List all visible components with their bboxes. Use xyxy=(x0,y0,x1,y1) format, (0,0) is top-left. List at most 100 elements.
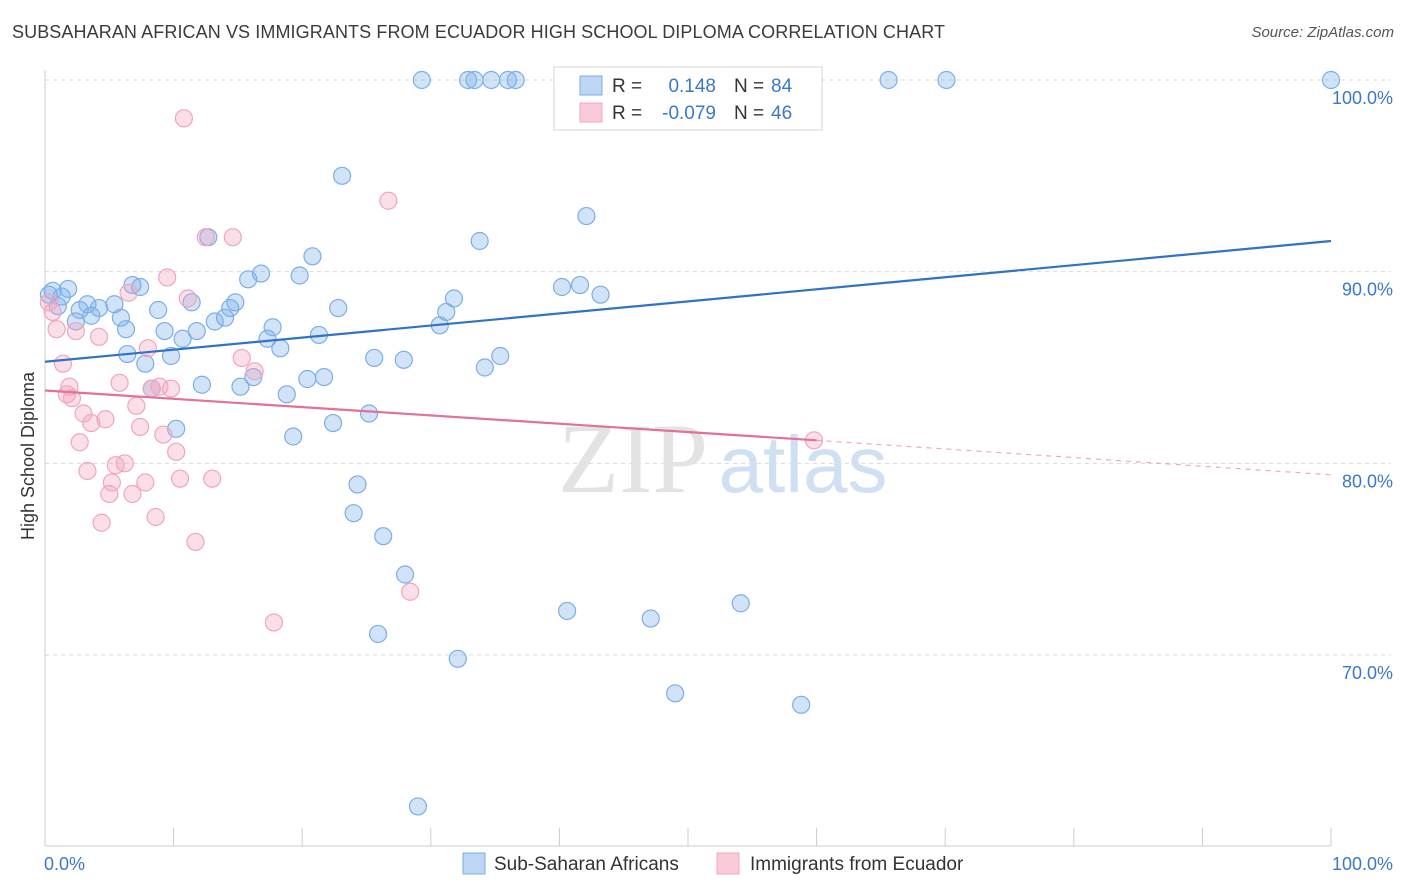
sub-saharan-point-80 xyxy=(792,695,811,714)
x-tick-label-max: 100.0% xyxy=(1332,854,1393,874)
y-tick-label-80: 80.0% xyxy=(1342,471,1393,491)
ecuador-point-28 xyxy=(150,377,169,396)
chart-title: SUBSAHARAN AFRICAN VS IMMIGRANTS FROM EC… xyxy=(12,22,946,42)
stats-legend: R = 0.148 N = 84 R = -0.079 N = 46 xyxy=(553,66,823,131)
sub-saharan-point-2 xyxy=(48,297,67,316)
sub-saharan-point-47 xyxy=(332,166,352,185)
ecuador-point-43 xyxy=(379,191,398,210)
sub-saharan-point-15 xyxy=(131,277,150,297)
sub-saharan-point-46 xyxy=(329,298,348,318)
sub-saharan-point-70 xyxy=(552,277,572,297)
sub-saharan-point-57 xyxy=(412,70,431,90)
ecuador-point-39 xyxy=(223,228,242,247)
sub-saharan-point-40 xyxy=(290,266,309,285)
y-axis-tick-labels: 70.0% 80.0% 90.0% 100.0% xyxy=(1332,88,1393,683)
sub-saharan-point-34 xyxy=(251,264,271,283)
ecuador-point-31 xyxy=(161,379,181,398)
sub-saharan-point-82 xyxy=(937,70,956,90)
trend-lines xyxy=(44,239,1332,476)
sub-saharan-point-29 xyxy=(221,298,240,318)
sub-saharan-point-7 xyxy=(78,295,97,314)
sub-saharan-point-8 xyxy=(82,306,101,325)
sub-saharan-point-51 xyxy=(365,348,384,368)
sub-saharan-point-68 xyxy=(498,70,518,90)
sub-saharan-point-63 xyxy=(465,70,484,90)
ecuador-point-12 xyxy=(89,327,109,346)
sub-saharan-point-19 xyxy=(155,321,174,341)
sub-saharan-point-79 xyxy=(731,594,750,613)
ecuador-point-23 xyxy=(131,417,150,437)
sub-saharan-point-39 xyxy=(284,427,303,446)
sub-saharan-point-22 xyxy=(173,329,192,348)
sub-saharan-point-52 xyxy=(368,624,388,644)
sub-saharan-point-18 xyxy=(149,300,168,320)
ecuador-point-7 xyxy=(66,321,85,341)
sub-saharan-point-41 xyxy=(298,369,317,389)
ecuador-point-13 xyxy=(92,513,111,532)
sub-saharan-point-60 xyxy=(444,289,464,308)
series-legend: Sub-Saharan Africans Immigrants from Ecu… xyxy=(462,852,964,875)
sub-saharan-point-62 xyxy=(458,70,478,90)
legend-r-label-pink: R = xyxy=(612,103,642,124)
legend-swatch-pink xyxy=(579,102,603,123)
series-immigrants-from-ecuador xyxy=(39,109,824,632)
ecuador-point-22 xyxy=(127,396,146,415)
sub-saharan-point-76 xyxy=(641,609,660,628)
ecuador-point-2 xyxy=(47,320,66,339)
trend-line-ecuador xyxy=(44,389,817,442)
legend-r-label-blue: R = xyxy=(612,76,642,97)
sub-saharan-point-36 xyxy=(263,318,282,337)
legend-r-value-blue: 0.148 xyxy=(668,76,716,97)
ecuador-point-9 xyxy=(74,404,93,423)
sub-saharan-point-56 xyxy=(408,797,428,816)
sub-saharan-point-49 xyxy=(348,475,367,494)
sub-saharan-point-16 xyxy=(136,354,155,373)
sub-saharan-point-24 xyxy=(187,321,206,341)
source-label: Source: ZipAtlas.com xyxy=(1251,24,1394,41)
sub-saharan-point-74 xyxy=(591,285,610,304)
sub-saharan-point-77 xyxy=(666,684,685,703)
ecuador-point-35 xyxy=(178,289,197,308)
sub-saharan-point-64 xyxy=(470,231,489,251)
sub-saharan-point-59 xyxy=(437,302,456,322)
sub-saharan-point-71 xyxy=(558,601,577,621)
ecuador-point-38 xyxy=(203,469,222,488)
sub-saharan-point-66 xyxy=(482,70,501,90)
ecuador-point-8 xyxy=(70,433,89,452)
x-axis-ticks xyxy=(44,828,1332,846)
ecuador-point-36 xyxy=(186,532,205,552)
ecuador-point-29 xyxy=(154,425,173,444)
sub-saharan-point-44 xyxy=(314,367,334,387)
ecuador-point-27 xyxy=(146,507,165,527)
sub-saharan-point-55 xyxy=(395,565,415,584)
sub-saharan-point-11 xyxy=(111,308,130,327)
sub-saharan-point-28 xyxy=(215,308,235,327)
trend-line-ecuador-extrapolated xyxy=(816,439,1332,476)
sub-saharan-point-37 xyxy=(271,339,290,358)
series-legend-swatch-pink xyxy=(716,852,740,875)
ecuador-point-30 xyxy=(158,268,177,287)
ecuador-point-15 xyxy=(100,484,119,504)
ecuador-point-6 xyxy=(62,389,82,408)
sub-saharan-point-25 xyxy=(192,375,211,394)
sub-saharan-point-50 xyxy=(359,404,379,423)
ecuador-point-44 xyxy=(401,582,420,601)
ecuador-point-0 xyxy=(39,293,58,312)
ecuador-point-33 xyxy=(170,469,190,488)
series-legend-label-blue: Sub-Saharan Africans xyxy=(494,854,679,875)
ecuador-point-3 xyxy=(53,354,73,373)
sub-saharan-point-42 xyxy=(303,247,322,266)
ecuador-point-25 xyxy=(138,339,157,358)
sub-saharan-point-72 xyxy=(570,275,590,295)
legend-n-value-pink: 46 xyxy=(771,103,792,124)
series-legend-label-pink: Immigrants from Ecuador xyxy=(750,854,964,875)
watermark-zip: ZIP xyxy=(558,403,708,514)
sub-saharan-point-67 xyxy=(491,346,510,366)
sub-saharan-point-33 xyxy=(244,367,263,387)
y-tick-label-100: 100.0% xyxy=(1332,88,1393,108)
sub-saharan-point-31 xyxy=(231,377,250,396)
sub-saharan-point-4 xyxy=(59,279,78,299)
ecuador-point-21 xyxy=(123,484,142,504)
y-axis-title: High School Diploma xyxy=(18,371,38,540)
